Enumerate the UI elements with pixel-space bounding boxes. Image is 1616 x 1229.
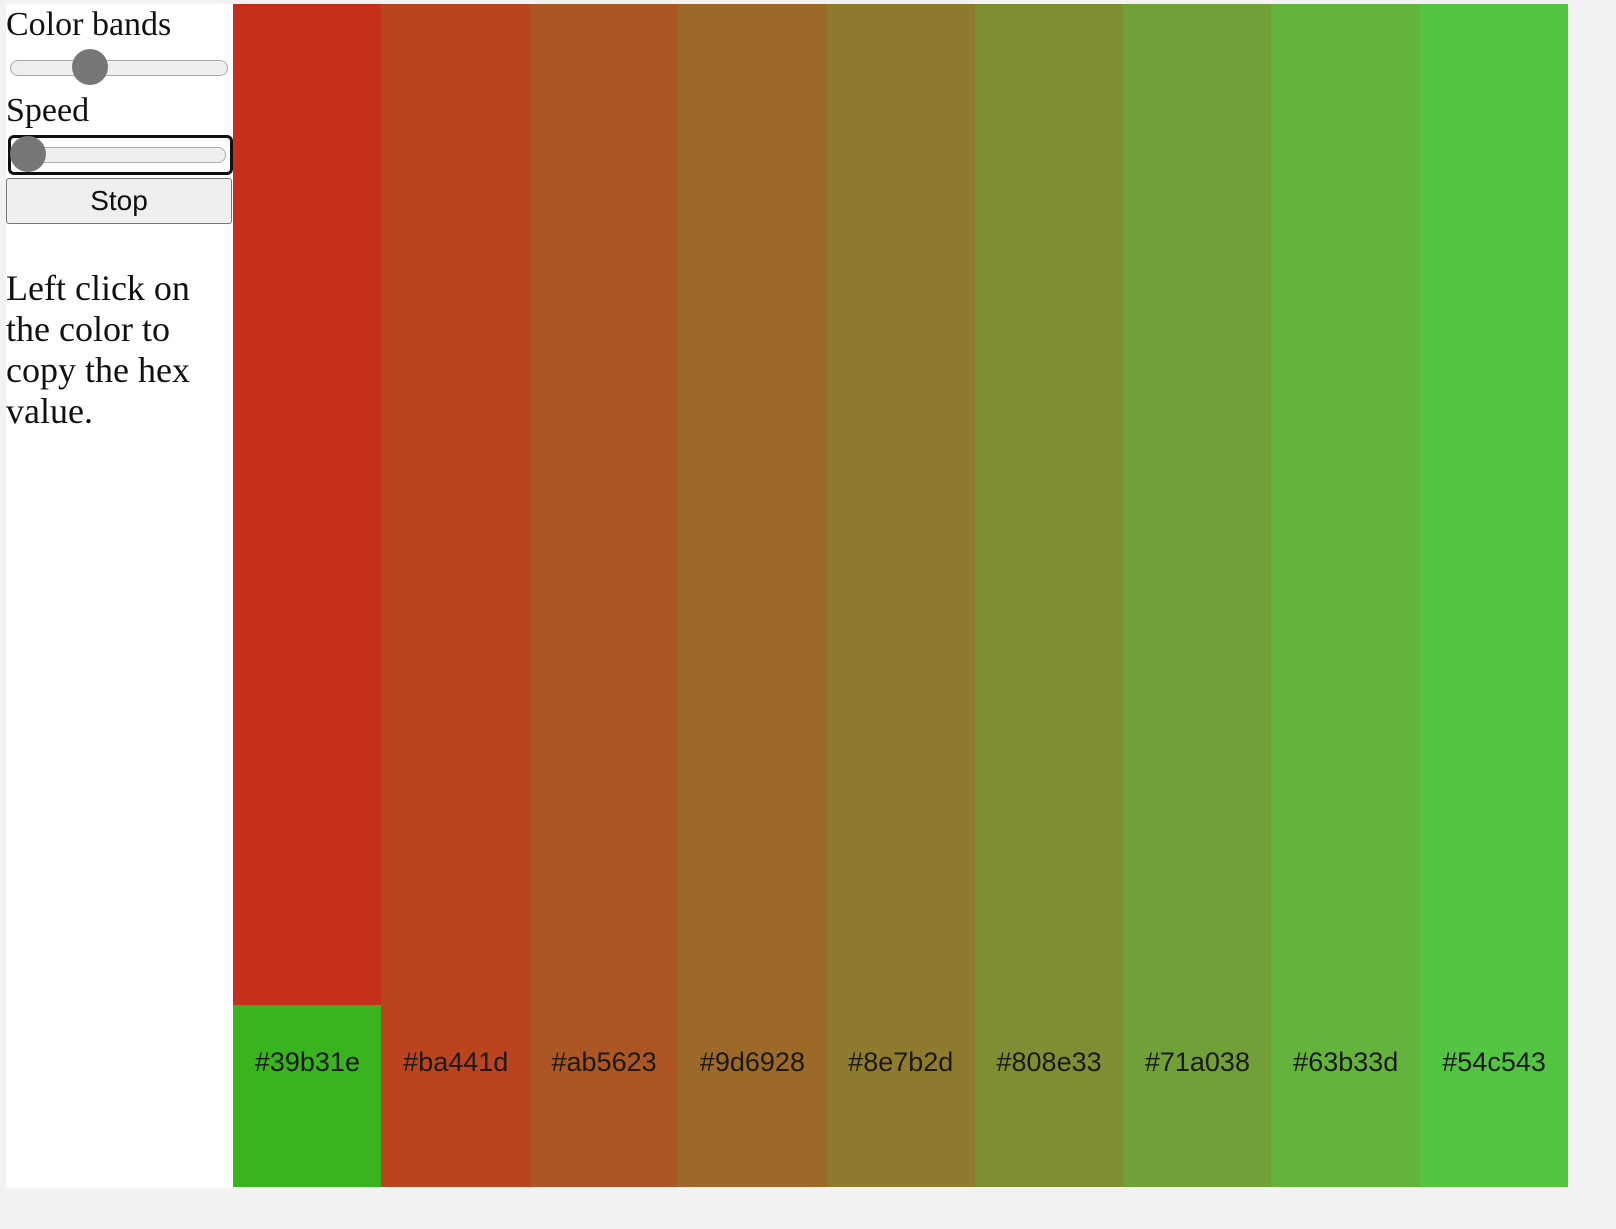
hex-label: #ab5623 [551,1047,657,1077]
slider-thumb[interactable] [10,136,46,172]
hex-label: #808e33 [996,1047,1102,1077]
color-band[interactable]: #ba441d [381,4,531,1187]
control-panel: Color bands Speed Stop Left click on the… [6,4,233,1188]
color-bands-label: Color bands [6,6,172,43]
color-band[interactable]: #808e33 [974,4,1124,1187]
speed-focus-ring [8,135,233,175]
hex-label: #54c543 [1442,1047,1546,1077]
band-transition [233,4,382,1005]
color-band[interactable]: #54c543 [1419,4,1569,1187]
color-band[interactable]: #71a038 [1123,4,1272,1187]
hex-label: #71a038 [1144,1047,1250,1077]
hex-label: #39b31e [254,1047,360,1077]
stop-button[interactable]: Stop [6,178,232,224]
hex-label: #63b33d [1293,1047,1399,1077]
color-band[interactable]: #8e7b2d [826,4,976,1187]
hex-label: #8e7b2d [848,1047,954,1077]
color-bands: #39b31e #ba441d #ab5623 #9d6928 #8e7b2d #808e… [233,4,1569,1187]
color-band[interactable]: #63b33d [1271,4,1421,1187]
color-band[interactable]: #9d6928 [678,4,827,1187]
color-bands-slider[interactable] [10,60,228,76]
hex-label: #9d6928 [699,1047,805,1077]
hex-label: #ba441d [403,1047,509,1077]
slider-thumb[interactable] [72,49,108,85]
speed-label: Speed [6,92,90,129]
instructions: Left click on the color to copy the hex … [6,268,190,431]
color-band[interactable]: #ab5623 [529,4,679,1187]
color-band[interactable]: #39b31e [233,4,382,1187]
